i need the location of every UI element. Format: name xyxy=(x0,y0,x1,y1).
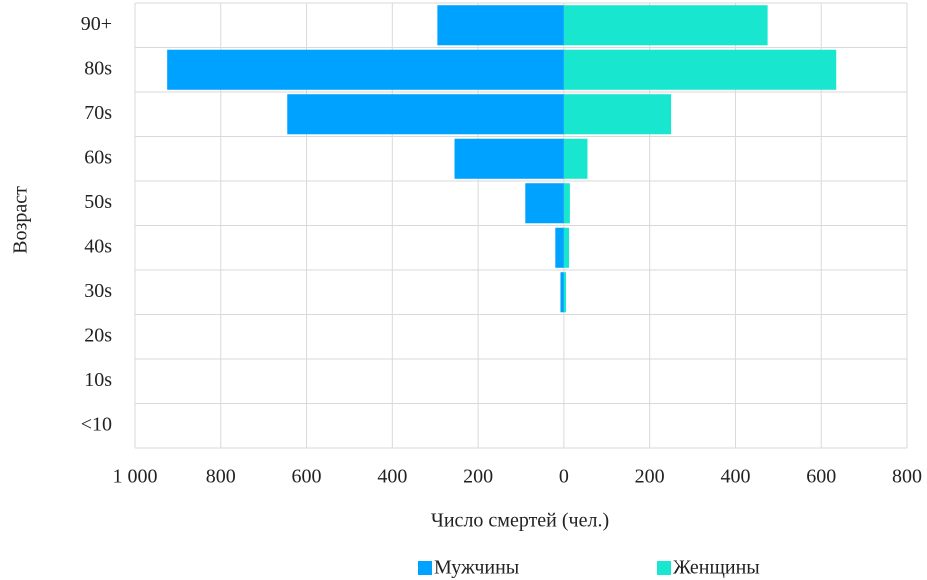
legend-label: Женщины xyxy=(673,557,760,579)
x-tick-label: 600 xyxy=(292,466,322,488)
x-tick-label: 800 xyxy=(892,466,922,488)
bar xyxy=(555,227,564,268)
bar xyxy=(563,49,837,90)
bar xyxy=(437,5,564,46)
bar xyxy=(287,94,564,135)
bar xyxy=(563,272,567,313)
y-tick-label: 70s xyxy=(84,102,112,124)
bar xyxy=(563,183,570,224)
x-tick-label: 400 xyxy=(720,466,750,488)
y-tick-label: 40s xyxy=(84,235,112,257)
x-tick-label: 400 xyxy=(377,466,407,488)
bar xyxy=(563,227,570,268)
legend-swatch xyxy=(657,561,671,575)
x-tick-label: 600 xyxy=(806,466,836,488)
x-axis-title: Число смертей (чел.) xyxy=(431,510,609,532)
x-tick-label: 200 xyxy=(463,466,493,488)
bar xyxy=(563,94,672,135)
legend-label: Мужчины xyxy=(434,557,519,579)
bar xyxy=(563,5,768,46)
bar xyxy=(454,138,564,179)
y-axis-title: Возраст xyxy=(10,186,32,254)
bar xyxy=(563,138,588,179)
x-tick-label: 200 xyxy=(635,466,665,488)
x-tick-label: 1 000 xyxy=(113,466,158,488)
bar xyxy=(525,183,564,224)
y-tick-label: <10 xyxy=(81,413,112,435)
y-tick-label: 90+ xyxy=(81,13,112,35)
legend-swatch xyxy=(418,561,432,575)
y-tick-label: 30s xyxy=(84,280,112,302)
y-tick-label: 10s xyxy=(84,369,112,391)
y-tick-label: 20s xyxy=(84,324,112,346)
x-tick-label: 0 xyxy=(559,466,569,488)
y-tick-label: 80s xyxy=(84,57,112,79)
y-tick-label: 50s xyxy=(84,191,112,213)
y-tick-label: 60s xyxy=(84,146,112,168)
bar xyxy=(560,272,564,313)
x-tick-label: 800 xyxy=(206,466,236,488)
bar xyxy=(167,49,564,90)
